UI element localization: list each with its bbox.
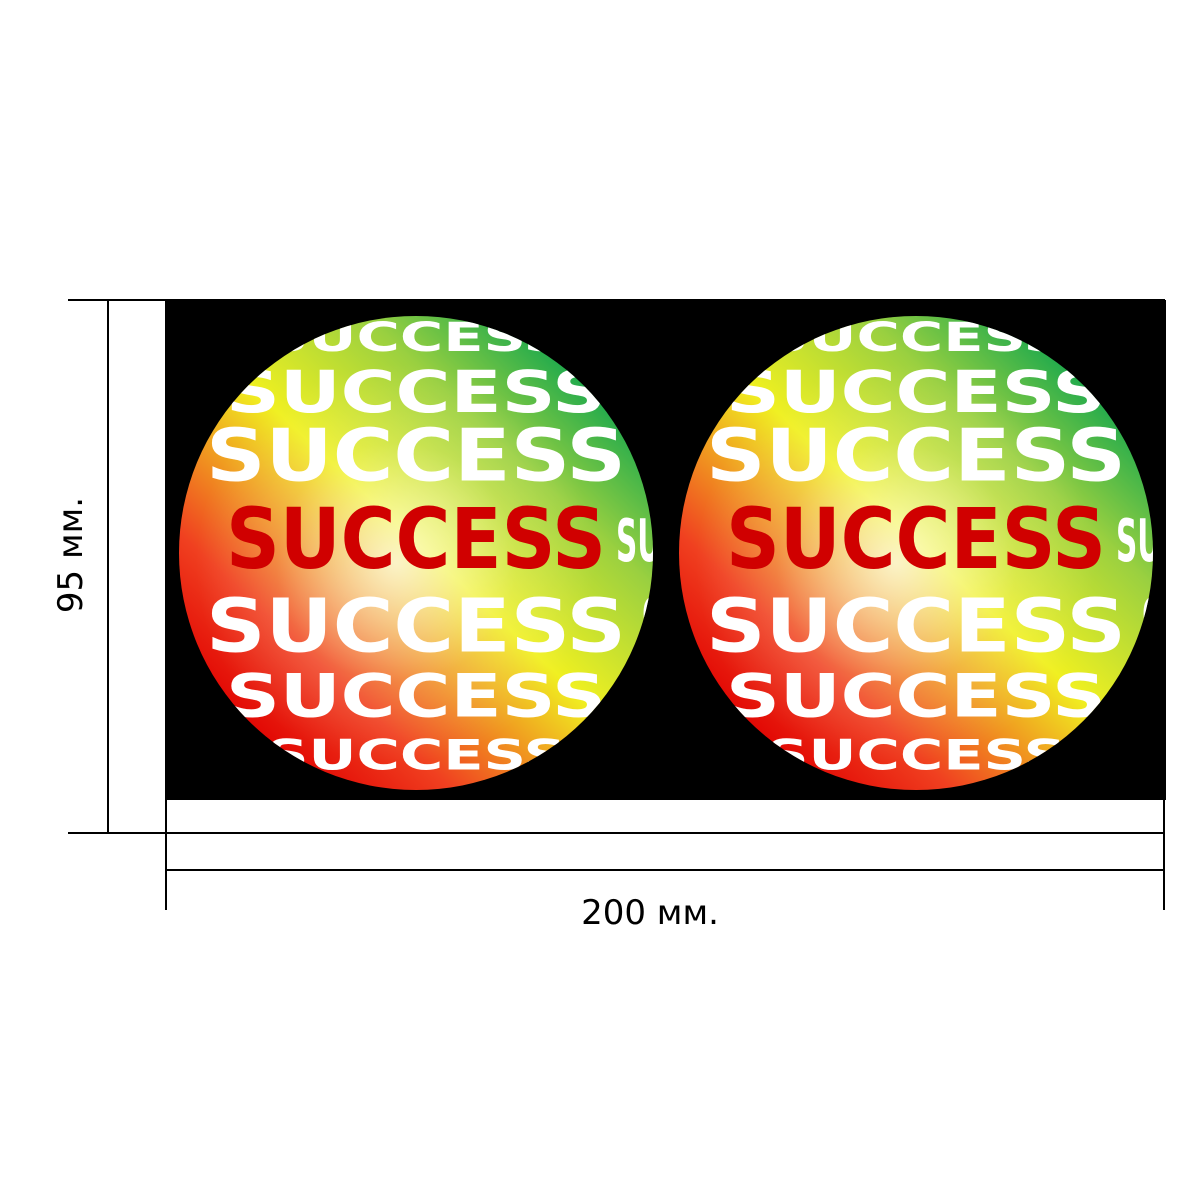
ball-word: SUCCESS: [226, 358, 606, 426]
ball-word: SUCCESS: [0, 662, 176, 732]
ball-word-red: SUCCESS: [726, 490, 1106, 588]
ball: SUCCESSSUCCESSSUCCESSSUCCESSSUCCESSSUCCE…: [679, 316, 1200, 790]
ball-word: SUCCESS: [206, 414, 626, 498]
ball-word: SUCCESS: [0, 414, 156, 498]
ball-highlight: [696, 363, 1096, 763]
balls: SUCCESSSUCCESSSUCCESSSUCCESSSUCCESSSUCCE…: [0, 316, 1200, 790]
ball-word: SUCCESS: [0, 358, 176, 426]
dimension-lines: [68, 299, 1165, 910]
height-label: 95 мм.: [51, 497, 91, 613]
width-label: 200 мм.: [581, 893, 719, 933]
ball-word-red: SUCCESS: [226, 490, 606, 588]
ball-word: SUCCESS: [226, 662, 606, 732]
ball-highlight: [196, 363, 596, 763]
ball-word: SUCCESS: [1116, 506, 1200, 575]
ball-word: SUCCESS: [726, 662, 1106, 732]
ball-word: SUCCESS: [206, 584, 626, 670]
ball-word: SUCCESS: [706, 584, 1126, 670]
ball-word: SUCCESS: [726, 358, 1106, 426]
ball-word: SUCCESS: [706, 414, 1126, 498]
ball-word: SUCCESS: [616, 506, 766, 575]
ball: SUCCESSSUCCESSSUCCESSSUCCESSSUCCESSSUCCE…: [0, 316, 766, 790]
